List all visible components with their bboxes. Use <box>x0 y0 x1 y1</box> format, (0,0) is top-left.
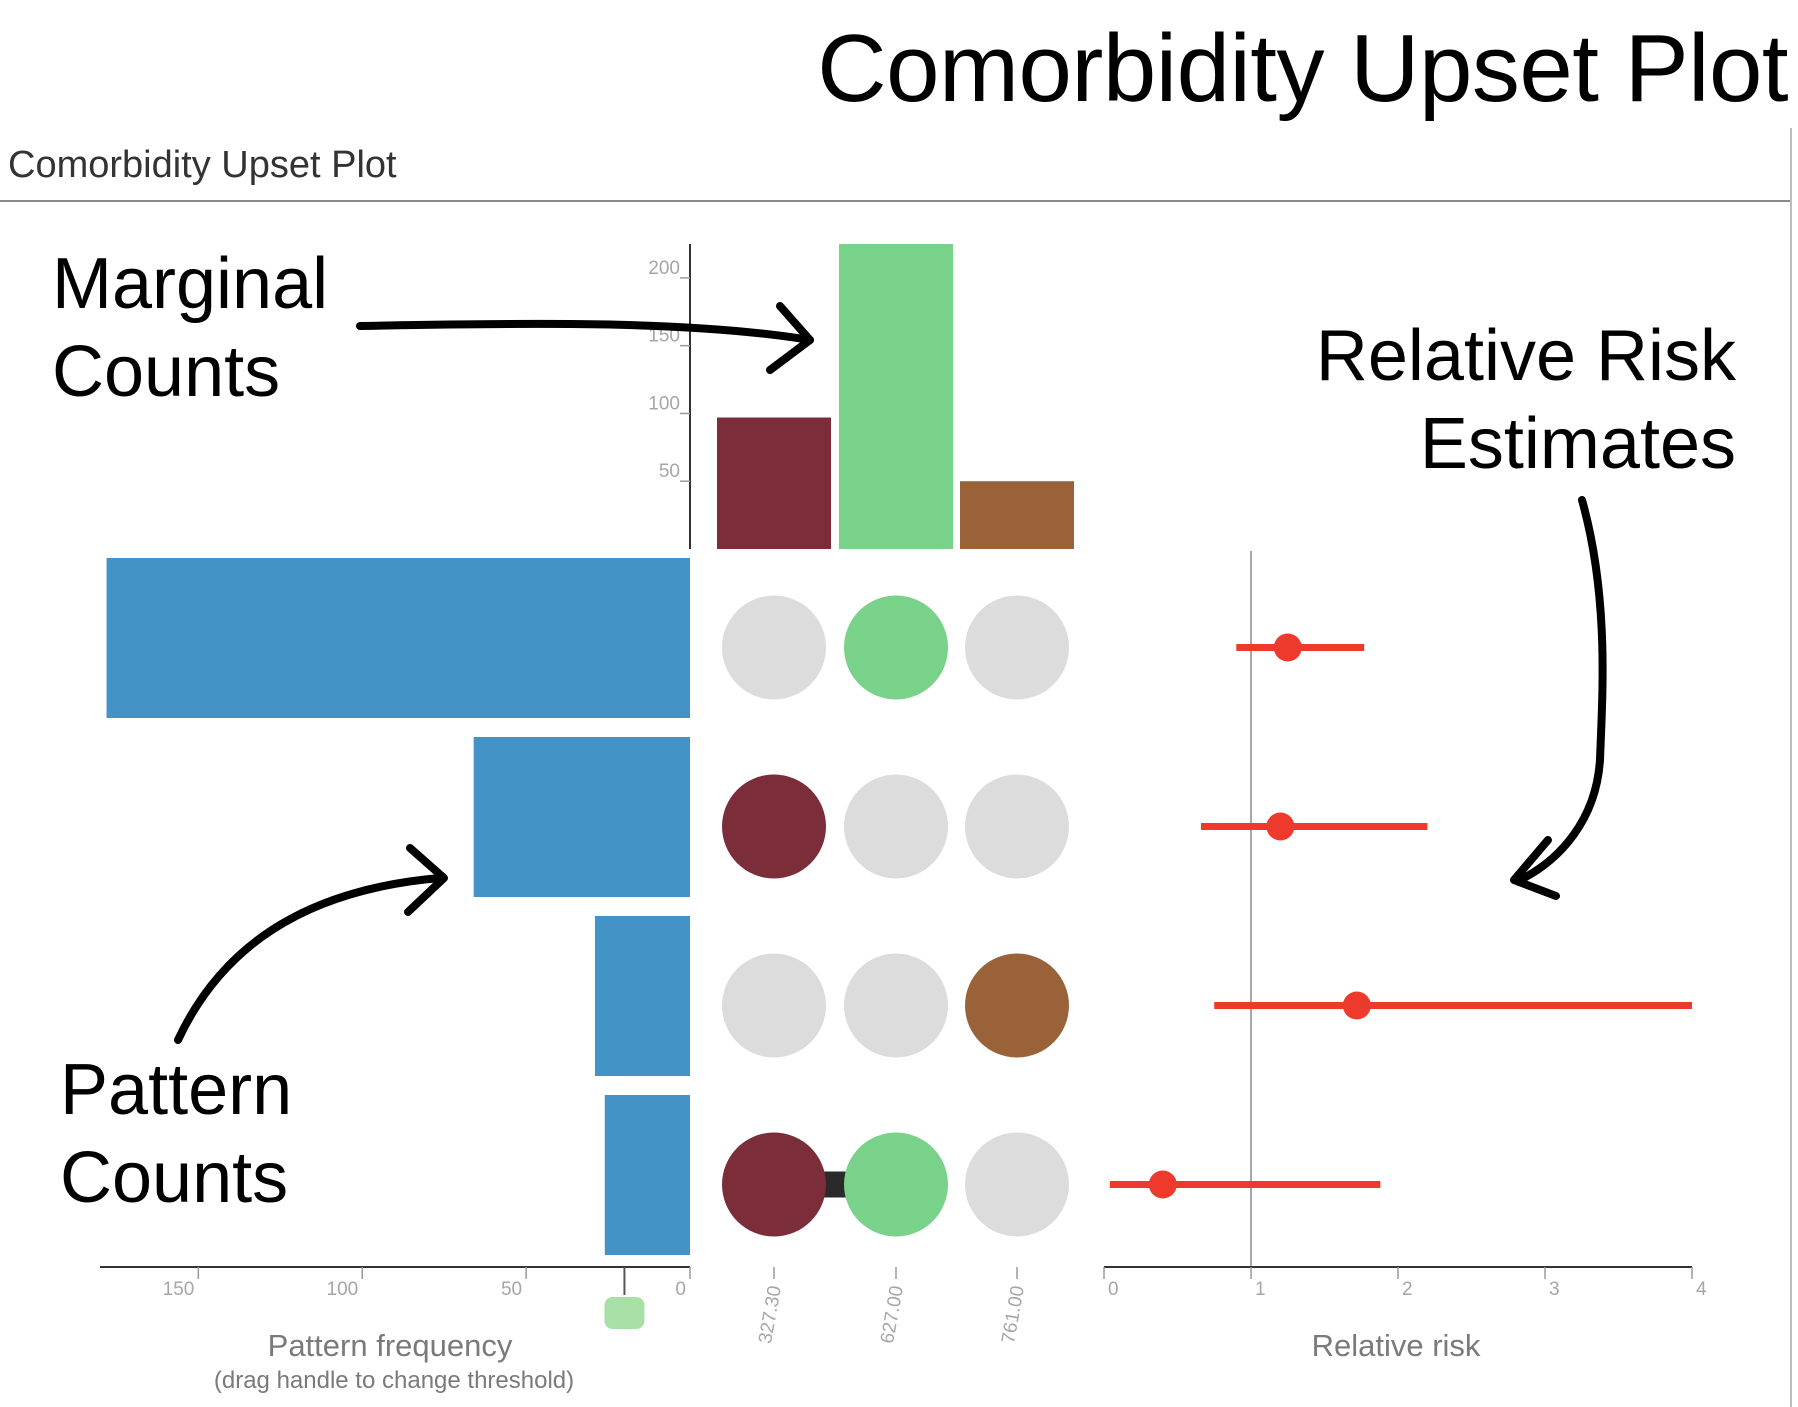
risk-x-tick-label: 3 <box>1549 1279 1560 1300</box>
pattern-counts-chart: 150 100 50 0 Pattern frequency (drag handle t… <box>100 558 691 1394</box>
set-dot-inactive <box>722 953 826 1058</box>
marginal-counts-chart: 50 100 150 200 <box>648 244 1074 549</box>
risk-x-tick-label: 2 <box>1402 1279 1413 1300</box>
set-dot-inactive <box>722 595 826 700</box>
panel-header: Comorbidity Upset Plot <box>0 128 1790 202</box>
pattern-x-tick-label: 50 <box>501 1279 522 1300</box>
risk-x-tick-label: 4 <box>1696 1279 1707 1300</box>
set-label-761.00: 761.00 <box>998 1284 1029 1345</box>
risk-x-tick-label: 1 <box>1255 1279 1266 1300</box>
marginal-y-tick-label: 100 <box>648 393 680 414</box>
pattern-x-tick-label: 100 <box>327 1279 359 1300</box>
annotation-arrows <box>174 302 1607 1044</box>
marginal-bar-627.00 <box>839 244 953 549</box>
annotation-marginal-counts: Marginal Counts <box>52 244 329 412</box>
arrow-risk-icon <box>1516 496 1607 884</box>
pattern-x-tick-label: 0 <box>675 1279 686 1300</box>
arrow-risk-head-icon <box>1510 836 1560 900</box>
set-dot-active <box>844 595 948 700</box>
risk-estimate-point <box>1266 812 1295 841</box>
upset-panel: Comorbidity Upset Plot <box>0 128 1792 1407</box>
set-dot-inactive <box>844 774 948 879</box>
marginal-y-tick-label: 150 <box>648 326 680 347</box>
set-dot-active <box>722 1132 826 1237</box>
marginal-y-tick-label: 200 <box>648 258 680 279</box>
pattern-x-axis-subtitle: (drag handle to change threshold) <box>214 1367 574 1394</box>
pattern-x-tick-label: 150 <box>163 1279 195 1300</box>
set-label-327.30: 327.30 <box>755 1284 786 1345</box>
marginal-bar-327.30 <box>717 417 831 549</box>
risk-x-axis-title: Relative risk <box>1312 1328 1481 1363</box>
relative-risk-chart: 0 1 2 3 4 Relative risk <box>1103 551 1707 1363</box>
risk-estimate-point <box>1273 633 1302 662</box>
arrow-marginal-head-icon <box>766 302 814 374</box>
set-dot-active <box>722 774 826 879</box>
pattern-bar <box>594 916 690 1076</box>
set-dot-inactive <box>844 953 948 1058</box>
risk-x-tick-label: 0 <box>1108 1279 1119 1300</box>
pattern-bar <box>106 558 691 718</box>
set-dot-inactive <box>965 774 1069 879</box>
arrow-pattern-head-icon <box>404 844 448 916</box>
set-label-627.00: 627.00 <box>877 1284 908 1345</box>
marginal-bar-761.00 <box>960 481 1074 549</box>
threshold-handle[interactable] <box>604 1297 645 1329</box>
pattern-bar <box>604 1095 690 1255</box>
set-dot-inactive <box>965 595 1069 700</box>
marginal-y-tick-label: 50 <box>659 461 680 482</box>
annotation-relative-risk: Relative Risk Estimates <box>1315 316 1736 484</box>
panel-title: Comorbidity Upset Plot <box>8 144 397 186</box>
pattern-matrix: 327.30 627.00 761.00 <box>722 595 1069 1345</box>
risk-estimate-point <box>1148 1170 1177 1199</box>
page-title: Comorbidity Upset Plot <box>817 15 1788 122</box>
arrow-pattern-icon <box>174 874 444 1044</box>
set-dot-inactive <box>965 1132 1069 1237</box>
risk-estimate-point <box>1342 991 1371 1020</box>
annotation-pattern-counts: Pattern Counts <box>60 1050 293 1218</box>
set-dot-active <box>844 1132 948 1237</box>
arrow-marginal-icon <box>356 319 814 344</box>
set-dot-active <box>965 953 1069 1058</box>
pattern-bar <box>473 737 690 897</box>
pattern-x-axis-title: Pattern frequency <box>268 1328 513 1363</box>
